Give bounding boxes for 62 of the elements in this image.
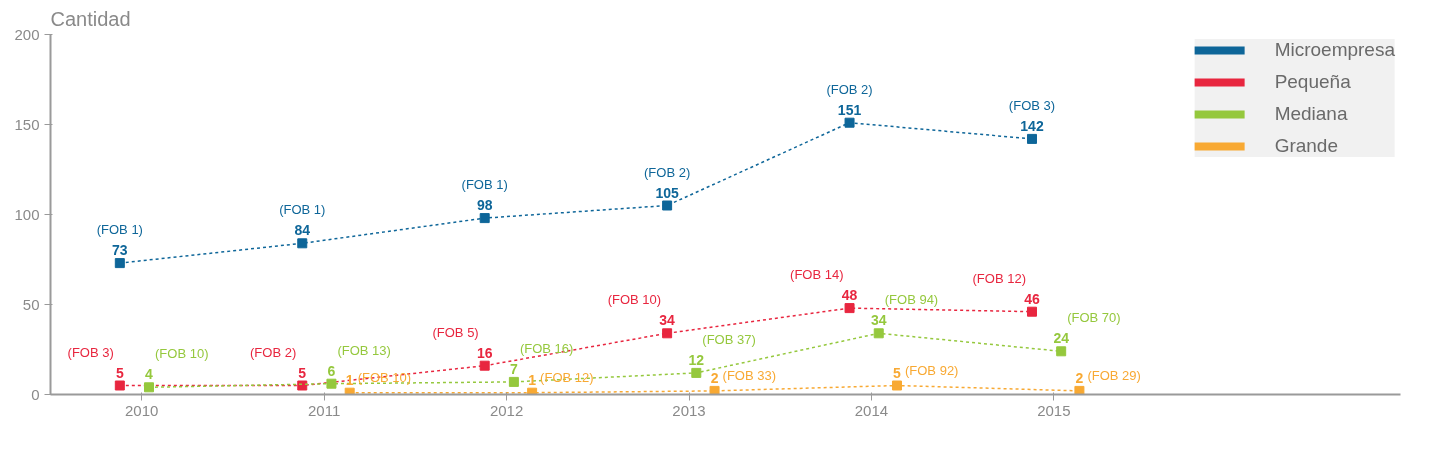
- annotation: (FOB 29): [1087, 367, 1141, 383]
- y-tick-label: 150: [14, 115, 40, 133]
- x-tick-label: 2012: [489, 401, 524, 419]
- y-tick-label: 200: [14, 25, 40, 43]
- data-label: 48: [841, 287, 858, 304]
- annotation: (FOB 5): [432, 324, 479, 340]
- data-label: 5: [115, 364, 124, 381]
- data-label: 12: [688, 351, 705, 368]
- x-tick-label: 2011: [308, 401, 341, 419]
- data-label: 73: [112, 242, 128, 259]
- annotation: (FOB 3): [1008, 97, 1056, 113]
- y-tick-label: 50: [22, 295, 40, 313]
- data-label: 2: [1075, 369, 1084, 386]
- x-tick-label: 2010: [125, 401, 159, 419]
- annotation: (FOB 92): [904, 362, 959, 378]
- annotation: (FOB 37): [702, 331, 756, 347]
- annotation: (FOB 12): [540, 369, 594, 385]
- x-tick-label: 2014: [854, 401, 889, 419]
- data-label: 142: [1020, 117, 1044, 134]
- data-label: 2: [710, 369, 719, 386]
- legend-label: Grande: [1274, 135, 1338, 157]
- annotation: (FOB 2): [826, 81, 873, 97]
- annotation: (FOB 1): [461, 177, 508, 193]
- annotation: (FOB 2): [644, 164, 691, 180]
- annotation: (FOB 16): [519, 340, 574, 356]
- y-tick-label: 100: [14, 205, 40, 223]
- annotation: (FOB 33): [722, 367, 777, 383]
- data-label: 7: [509, 360, 518, 377]
- annotation: (FOB 3): [67, 344, 114, 360]
- x-tick-label: 2013: [672, 401, 706, 419]
- x-tick-label: 2015: [1037, 401, 1071, 419]
- data-label: 4: [145, 366, 154, 383]
- data-label: 6: [327, 362, 336, 379]
- y-tick-label: 0: [31, 385, 40, 403]
- legend-label: Microempresa: [1274, 39, 1395, 61]
- data-label: 1: [528, 371, 537, 388]
- annotation: (FOB 10): [357, 369, 412, 385]
- annotation: (FOB 94): [884, 292, 939, 308]
- data-label: 16: [476, 344, 493, 361]
- data-label: 151: [837, 101, 862, 118]
- data-label: 34: [659, 312, 676, 329]
- data-label: 105: [655, 184, 680, 201]
- annotation: (FOB 12): [972, 270, 1026, 286]
- data-label: 34: [870, 312, 887, 329]
- data-label: 5: [298, 364, 307, 381]
- annotation: (FOB 1): [279, 202, 326, 218]
- annotation: (FOB 10): [607, 292, 662, 308]
- annotation: (FOB 14): [790, 267, 844, 283]
- legend-label: Mediana: [1274, 103, 1348, 125]
- annotation: (FOB 10): [155, 346, 209, 362]
- annotation: (FOB 2): [250, 344, 297, 360]
- annotation: (FOB 1): [96, 222, 143, 238]
- data-label: 1: [345, 371, 354, 388]
- annotation: (FOB 13): [337, 342, 391, 358]
- y-axis-title: Cantidad: [50, 7, 131, 30]
- legend-label: Pequeña: [1274, 71, 1351, 93]
- data-label: 5: [893, 364, 902, 381]
- data-label: 98: [476, 197, 493, 214]
- annotation: (FOB 70): [1067, 310, 1121, 326]
- data-label: 46: [1024, 290, 1040, 307]
- data-label: 24: [1053, 330, 1070, 347]
- data-label: 84: [294, 222, 311, 239]
